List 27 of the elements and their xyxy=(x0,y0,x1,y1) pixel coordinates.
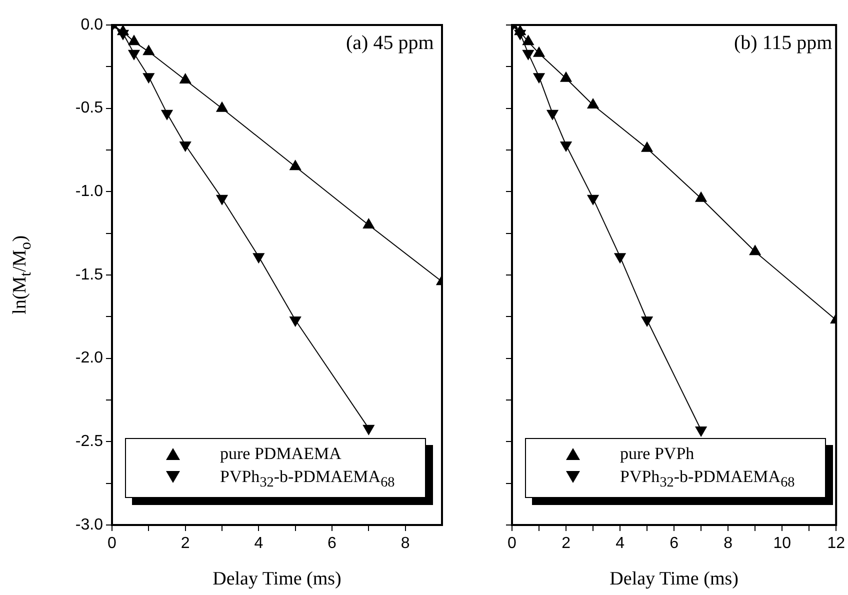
x-tick-label: 8 xyxy=(724,535,733,552)
x-tick-label: 2 xyxy=(562,535,571,552)
x-tick-label: 10 xyxy=(773,535,792,552)
legend-label: PVPh$_{32}$-b-PDMAEMA$_{68}$ xyxy=(620,467,795,490)
legend-label: pure PVPh xyxy=(620,444,694,463)
y-tick-label: -0.5 xyxy=(75,100,104,117)
x-tick-label: 4 xyxy=(254,535,264,552)
annotation: (b) 115 ppm xyxy=(734,32,832,55)
legend-label: pure PDMAEMA xyxy=(220,444,342,463)
x-tick-label: 4 xyxy=(616,535,625,552)
legend-label: PVPh$_{32}$-b-PDMAEMA$_{68}$ xyxy=(220,467,395,490)
x-tick-label: 6 xyxy=(670,535,679,552)
x-tick-label: 0 xyxy=(508,535,517,552)
y-tick-label: -3.0 xyxy=(75,516,104,534)
y-tick-label: -1.0 xyxy=(75,183,104,200)
y-tick-label: -2.5 xyxy=(75,433,104,450)
x-tick-label: 2 xyxy=(180,535,190,552)
y-tick-label: 0.0 xyxy=(80,16,104,34)
y-tick-label: -1.5 xyxy=(75,266,104,284)
x-axis-title: Delay Time (ms) xyxy=(610,568,738,590)
x-tick-label: 12 xyxy=(827,535,846,552)
x-axis-title: Delay Time (ms) xyxy=(212,568,342,590)
annotation: (a) 45 ppm xyxy=(346,32,434,55)
x-tick-label: 0 xyxy=(108,535,117,552)
x-tick-label: 8 xyxy=(400,535,410,552)
y-tick-label: -2.0 xyxy=(75,350,104,367)
x-tick-label: 6 xyxy=(328,535,337,552)
